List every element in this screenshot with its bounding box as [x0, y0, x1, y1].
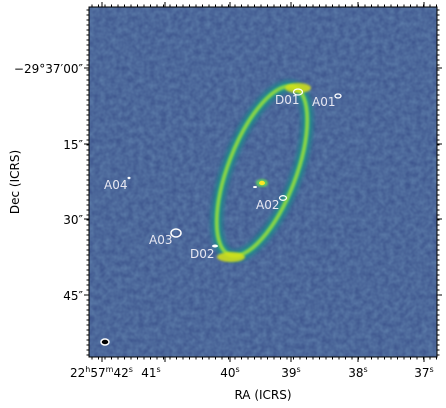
y-tick-label-3: 45″ [63, 289, 83, 303]
label-d02: D02 [190, 247, 215, 261]
label-a04: A04 [104, 178, 127, 192]
central-contour [253, 186, 257, 188]
contour-d02 [212, 244, 218, 248]
y-axis-title: Dec (ICRS) [8, 150, 22, 214]
central-source-core [259, 180, 265, 186]
contour-a04 [127, 176, 131, 180]
label-a03: A03 [149, 233, 172, 247]
contour-a01 [334, 93, 342, 99]
tick-marks [84, 2, 442, 362]
y-tick-label-1: 15″ [63, 138, 83, 152]
x-axis-title: RA (ICRS) [234, 388, 291, 402]
x-tick-label-1: 41s [141, 365, 160, 380]
ring-bright-top [285, 83, 311, 93]
contour-a02 [278, 195, 288, 201]
ring-bright-bottom [217, 252, 245, 262]
label-a01: A01 [312, 95, 335, 109]
image-area: D01 A01 A02 A03 A04 D02 [89, 7, 437, 357]
label-a02: A02 [256, 198, 279, 212]
x-tick-label-2: 40s [220, 365, 239, 380]
plot-frame [88, 6, 438, 358]
x-tick-label-0: 22h57m42s [70, 365, 133, 380]
x-tick-label-5: 37s [414, 365, 433, 380]
beam-ellipse [100, 338, 110, 346]
label-d01: D01 [275, 93, 300, 107]
y-tick-label-0: −29°37′00″ [14, 62, 84, 76]
contour-d01 [292, 88, 304, 96]
y-tick-label-2: 30″ [63, 213, 83, 227]
contour-a03 [170, 228, 182, 238]
x-tick-label-4: 38s [348, 365, 367, 380]
x-tick-label-3: 39s [281, 365, 300, 380]
